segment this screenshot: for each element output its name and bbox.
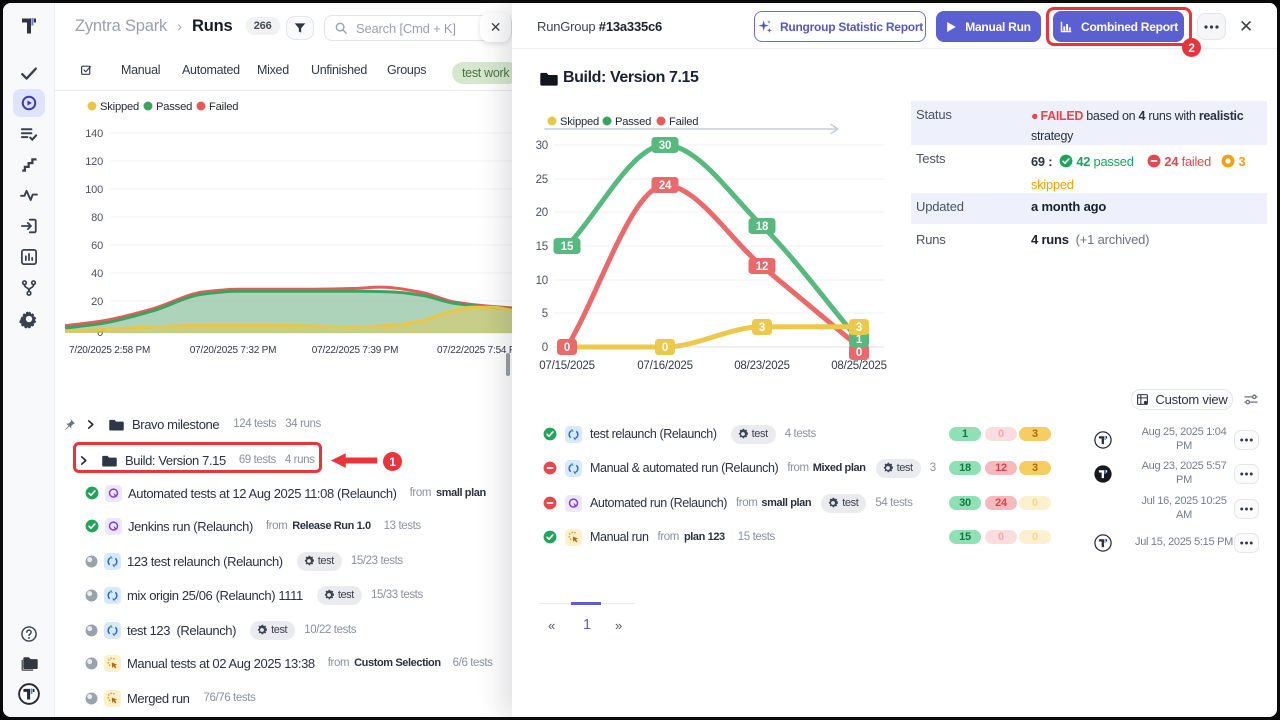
svg-text:10: 10 — [536, 275, 548, 287]
svg-text:18: 18 — [756, 221, 769, 233]
svg-text:Skipped: Skipped — [100, 101, 139, 113]
svg-text:15: 15 — [536, 241, 548, 253]
svg-text:07/15/2025: 07/15/2025 — [539, 360, 595, 372]
svg-text:07/22/2025 7:39 PM: 07/22/2025 7:39 PM — [312, 345, 398, 356]
svg-text:Skipped: Skipped — [560, 116, 599, 128]
svg-text:0: 0 — [542, 342, 548, 354]
svg-text:Failed: Failed — [209, 101, 238, 113]
svg-text:7/20/2025 2:58 PM: 7/20/2025 2:58 PM — [69, 345, 150, 356]
svg-text:40: 40 — [91, 268, 103, 280]
svg-text:08/23/2025: 08/23/2025 — [734, 360, 790, 372]
svg-text:80: 80 — [91, 212, 103, 224]
svg-text:07/16/2025: 07/16/2025 — [637, 360, 693, 372]
svg-text:140: 140 — [85, 128, 103, 140]
svg-text:30: 30 — [536, 140, 548, 152]
svg-text:0: 0 — [97, 327, 103, 339]
svg-text:3: 3 — [759, 322, 765, 334]
svg-text:Passed: Passed — [615, 116, 651, 128]
svg-text:Failed: Failed — [669, 116, 698, 128]
svg-text:12: 12 — [756, 261, 768, 273]
svg-text:24: 24 — [659, 180, 672, 192]
svg-text:08/25/2025: 08/25/2025 — [831, 360, 887, 372]
svg-text:07/22/2025 7:54 P: 07/22/2025 7:54 P — [437, 345, 515, 356]
svg-text:Passed: Passed — [156, 101, 192, 113]
svg-text:0: 0 — [662, 342, 668, 354]
svg-text:15: 15 — [561, 241, 574, 253]
svg-text:20: 20 — [91, 296, 103, 308]
svg-text:20: 20 — [536, 207, 548, 219]
svg-text:0: 0 — [856, 347, 862, 359]
svg-text:0: 0 — [564, 342, 570, 354]
svg-text:5: 5 — [542, 308, 548, 320]
svg-text:3: 3 — [856, 322, 862, 334]
svg-text:07/20/2025 7:32 PM: 07/20/2025 7:32 PM — [190, 345, 276, 356]
svg-text:60: 60 — [91, 240, 103, 252]
svg-text:120: 120 — [85, 156, 103, 168]
svg-text:100: 100 — [85, 184, 103, 196]
svg-text:25: 25 — [536, 174, 548, 186]
svg-text:1: 1 — [856, 334, 863, 346]
svg-text:30: 30 — [659, 140, 671, 152]
